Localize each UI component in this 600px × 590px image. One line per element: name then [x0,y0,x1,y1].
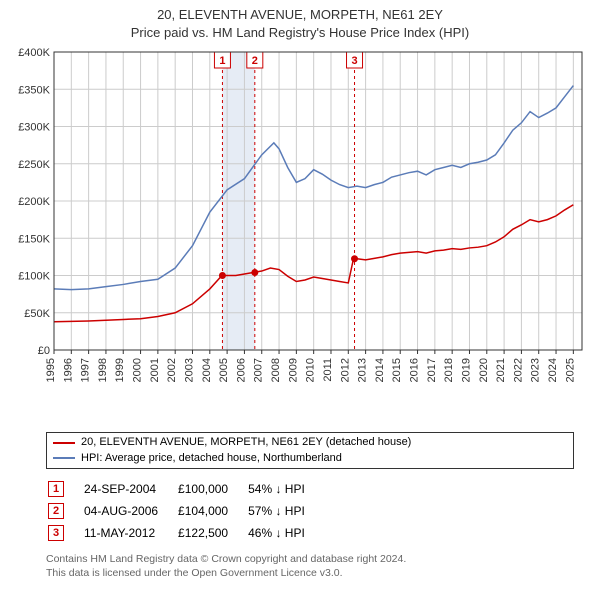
svg-text:2022: 2022 [512,358,524,382]
svg-text:2018: 2018 [443,358,455,382]
svg-text:1998: 1998 [97,358,109,382]
transaction-marker: 1 [48,481,64,497]
svg-text:2013: 2013 [357,358,369,382]
title-line1: 20, ELEVENTH AVENUE, MORPETH, NE61 2EY [8,6,592,24]
svg-text:£200K: £200K [18,196,50,208]
svg-text:£250K: £250K [18,159,50,171]
svg-text:1: 1 [219,55,225,67]
svg-text:2020: 2020 [478,358,490,382]
svg-text:2023: 2023 [530,358,542,382]
table-row: 3 11-MAY-2012 £122,500 46% ↓ HPI [48,523,323,543]
title-block: 20, ELEVENTH AVENUE, MORPETH, NE61 2EY P… [8,6,592,42]
transaction-delta: 57% ↓ HPI [248,501,323,521]
svg-text:1997: 1997 [80,358,92,382]
transaction-date: 24-SEP-2004 [84,479,176,499]
svg-text:2019: 2019 [460,358,472,382]
svg-text:2002: 2002 [166,358,178,382]
transaction-delta: 54% ↓ HPI [248,479,323,499]
svg-text:2015: 2015 [391,358,403,382]
svg-text:£150K: £150K [18,234,50,246]
svg-text:3: 3 [351,55,357,67]
svg-text:1999: 1999 [114,358,126,382]
transaction-marker: 3 [48,525,64,541]
svg-text:£400K: £400K [18,47,50,59]
svg-text:£300K: £300K [18,122,50,134]
svg-text:2016: 2016 [409,358,421,382]
attrib-line1: Contains HM Land Registry data © Crown c… [46,553,574,567]
transactions-table: 1 24-SEP-2004 £100,000 54% ↓ HPI 2 04-AU… [46,477,325,545]
svg-text:2021: 2021 [495,358,507,382]
transaction-price: £104,000 [178,501,246,521]
legend-label: 20, ELEVENTH AVENUE, MORPETH, NE61 2EY (… [81,435,411,450]
svg-text:£0: £0 [38,345,50,357]
table-row: 2 04-AUG-2006 £104,000 57% ↓ HPI [48,501,323,521]
svg-text:2006: 2006 [235,358,247,382]
svg-text:2009: 2009 [287,358,299,382]
svg-text:£50K: £50K [24,308,50,320]
legend-swatch [53,442,75,444]
svg-text:2024: 2024 [547,358,559,382]
svg-text:2014: 2014 [374,358,386,382]
transaction-date: 04-AUG-2006 [84,501,176,521]
table-row: 1 24-SEP-2004 £100,000 54% ↓ HPI [48,479,323,499]
title-line2: Price paid vs. HM Land Registry's House … [8,24,592,42]
svg-text:2000: 2000 [132,358,144,382]
legend-item: 20, ELEVENTH AVENUE, MORPETH, NE61 2EY (… [53,435,567,450]
chart-container: 20, ELEVENTH AVENUE, MORPETH, NE61 2EY P… [0,0,600,586]
transaction-price: £100,000 [178,479,246,499]
svg-text:2005: 2005 [218,358,230,382]
svg-text:2004: 2004 [201,358,213,382]
svg-text:1995: 1995 [45,358,57,382]
svg-text:1996: 1996 [62,358,74,382]
svg-text:2003: 2003 [183,358,195,382]
svg-text:£350K: £350K [18,85,50,97]
legend-label: HPI: Average price, detached house, Nort… [81,451,342,466]
svg-text:2017: 2017 [426,358,438,382]
svg-text:2008: 2008 [270,358,282,382]
svg-text:2007: 2007 [253,358,265,382]
attrib-line2: This data is licensed under the Open Gov… [46,567,574,581]
transaction-marker: 2 [48,503,64,519]
svg-text:£100K: £100K [18,271,50,283]
svg-text:2011: 2011 [322,358,334,382]
transaction-date: 11-MAY-2012 [84,523,176,543]
chart-area: £0 £50K £100K £150K £200K £250K £300K £350K £400… [8,46,592,426]
svg-text:2025: 2025 [564,358,576,382]
legend-box: 20, ELEVENTH AVENUE, MORPETH, NE61 2EY (… [46,432,574,469]
attribution: Contains HM Land Registry data © Crown c… [46,553,574,580]
svg-text:2001: 2001 [149,358,161,382]
legend-item: HPI: Average price, detached house, Nort… [53,451,567,466]
transaction-delta: 46% ↓ HPI [248,523,323,543]
svg-text:2: 2 [252,55,258,67]
chart-svg: £0 £50K £100K £150K £200K £250K £300K £350K £400… [8,46,592,426]
svg-text:2010: 2010 [305,358,317,382]
transaction-price: £122,500 [178,523,246,543]
svg-text:2012: 2012 [339,358,351,382]
legend-swatch [53,457,75,459]
